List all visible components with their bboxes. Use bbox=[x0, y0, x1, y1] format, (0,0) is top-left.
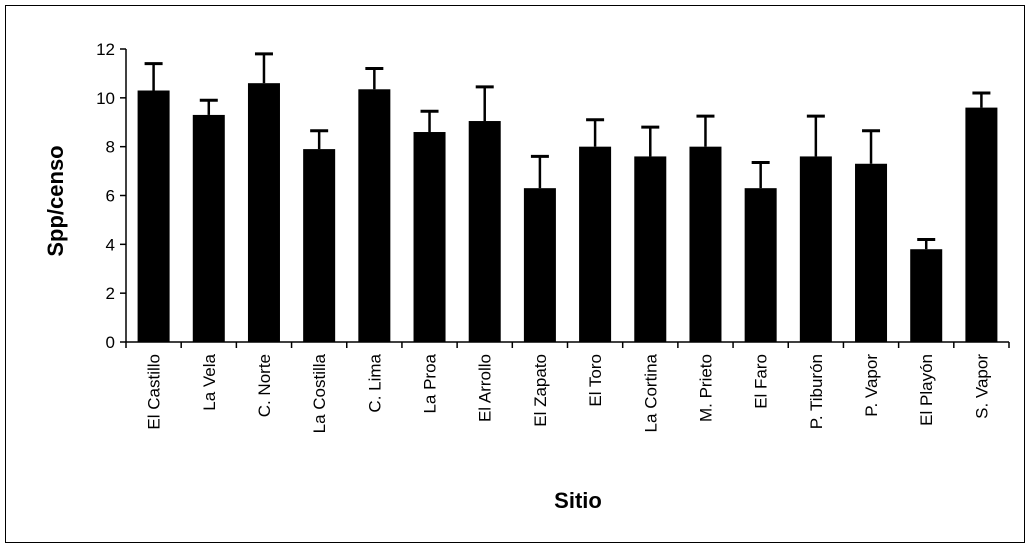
x-tick-label: La Cortina bbox=[641, 353, 660, 432]
bar bbox=[247, 83, 280, 342]
y-tick-label: 10 bbox=[96, 89, 115, 108]
x-tick-label: La Vela bbox=[200, 353, 219, 410]
bar bbox=[799, 156, 832, 342]
x-tick-label: La Costilla bbox=[310, 353, 329, 433]
x-tick-label: El Toro bbox=[586, 354, 605, 407]
y-tick-label: 0 bbox=[106, 333, 115, 352]
y-tick-label: 12 bbox=[96, 40, 115, 59]
y-tick-label: 2 bbox=[106, 284, 115, 303]
y-tick-label: 8 bbox=[106, 138, 115, 157]
x-tick-label: M. Prieto bbox=[696, 354, 715, 422]
chart-frame: 0 2 4 6 8 10 12 El Castillo La Vela C. Norte La Co… bbox=[5, 5, 1025, 543]
bar-chart: 0 2 4 6 8 10 12 El Castillo La Vela C. Norte La Co… bbox=[43, 40, 1010, 513]
bar bbox=[634, 156, 667, 342]
bar bbox=[910, 249, 943, 342]
x-tick-label: El Zapato bbox=[531, 354, 550, 427]
bar bbox=[579, 146, 612, 342]
x-tick-label: El Playón bbox=[917, 354, 936, 426]
x-tick-label: C. Lima bbox=[365, 353, 384, 412]
bar bbox=[192, 114, 225, 342]
x-tick-label: El Faro bbox=[752, 354, 771, 409]
x-tick-label: El Castillo bbox=[145, 354, 164, 430]
bar bbox=[468, 121, 501, 342]
bar bbox=[523, 188, 556, 342]
bar bbox=[965, 107, 998, 342]
y-axis-title: Spp/censo bbox=[43, 145, 68, 256]
y-tick-label: 4 bbox=[106, 235, 115, 254]
x-tick-label: P. Tiburón bbox=[807, 354, 826, 429]
y-tick-label: 6 bbox=[106, 187, 115, 206]
bar bbox=[358, 89, 391, 342]
bar bbox=[413, 132, 446, 342]
bar bbox=[137, 90, 170, 342]
x-tick-label: C. Norte bbox=[255, 354, 274, 417]
bar bbox=[303, 149, 336, 342]
x-axis-title: Sitio bbox=[554, 488, 602, 513]
bar bbox=[855, 163, 888, 342]
bar bbox=[744, 188, 777, 342]
x-tick-label: La Proa bbox=[421, 353, 440, 413]
x-tick-label: El Arrollo bbox=[476, 354, 495, 422]
x-tick-label: S. Vapor bbox=[972, 354, 991, 419]
bar bbox=[689, 146, 722, 342]
x-tick-label: P. Vapor bbox=[862, 354, 881, 417]
plot-area: 0 2 4 6 8 10 12 El Castillo La Vela C. Norte La Co… bbox=[96, 40, 1010, 433]
